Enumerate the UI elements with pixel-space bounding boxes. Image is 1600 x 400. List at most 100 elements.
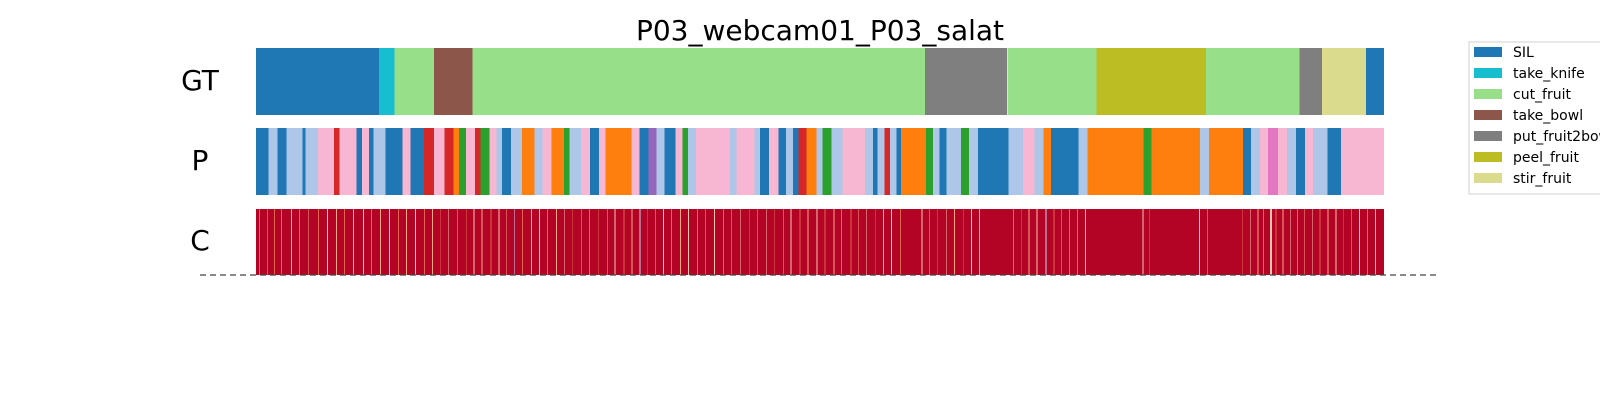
confidence-stripe bbox=[1303, 209, 1305, 275]
confidence-stripe bbox=[1069, 209, 1071, 275]
prediction-segment bbox=[675, 128, 683, 195]
confidence-stripe bbox=[1359, 209, 1360, 275]
confidence-stripe bbox=[490, 209, 492, 275]
prediction-segment bbox=[501, 128, 511, 195]
confidence-stripe bbox=[406, 209, 407, 275]
prediction-segment bbox=[496, 128, 502, 195]
confidence-stripe bbox=[946, 209, 948, 275]
legend: SIL take_knife cut_fruit take_bowl put_fruit… bbox=[1468, 41, 1600, 195]
confidence-stripe bbox=[1275, 209, 1277, 275]
confidence-stripe bbox=[900, 209, 901, 275]
confidence-stripe bbox=[824, 209, 826, 275]
prediction-segment bbox=[786, 128, 793, 195]
gt-segment bbox=[1096, 48, 1206, 115]
confidence-stripe bbox=[1012, 209, 1014, 275]
prediction-segment bbox=[656, 128, 665, 195]
prediction-segment bbox=[551, 128, 564, 195]
prediction-segment bbox=[688, 128, 696, 195]
confidence-stripe bbox=[1149, 209, 1151, 275]
prediction-segment bbox=[580, 128, 590, 195]
confidence-stripe bbox=[1327, 209, 1329, 275]
gt-segment bbox=[1321, 48, 1366, 115]
confidence-stripe bbox=[655, 209, 657, 275]
prediction-segment bbox=[569, 128, 581, 195]
confidence-stripe bbox=[1311, 209, 1313, 275]
confidence-stripe bbox=[858, 209, 860, 275]
confidence-stripe bbox=[1367, 209, 1368, 275]
chart-title: P03_webcam01_P03_salat bbox=[636, 14, 1004, 47]
confidence-stripe bbox=[773, 209, 775, 275]
confidence-base bbox=[256, 209, 1384, 275]
confidence-stripe bbox=[547, 209, 548, 275]
confidence-stripe bbox=[739, 209, 741, 275]
confidence-bar bbox=[256, 209, 1384, 275]
gt-segment bbox=[1205, 48, 1300, 115]
confidence-stripe bbox=[704, 209, 706, 275]
prediction-segment bbox=[410, 128, 425, 195]
confidence-stripe bbox=[1319, 209, 1321, 275]
confidence-stripe bbox=[498, 209, 500, 275]
prediction-segment bbox=[489, 128, 497, 195]
confidence-stripe bbox=[556, 209, 557, 275]
confidence-stripe bbox=[799, 209, 801, 275]
confidence-stripe bbox=[663, 209, 665, 275]
prediction-segment bbox=[901, 128, 927, 195]
gt-segment bbox=[1365, 48, 1384, 115]
prediction-segment bbox=[598, 128, 606, 195]
prediction-segment bbox=[339, 128, 357, 195]
prediction-segment bbox=[1043, 128, 1052, 195]
prediction-segment bbox=[305, 128, 319, 195]
confidence-stripe bbox=[307, 209, 309, 275]
prediction-segment bbox=[760, 128, 770, 195]
prediction-segment bbox=[286, 128, 303, 195]
legend-swatch bbox=[1474, 110, 1502, 120]
prediction-segment bbox=[926, 128, 933, 195]
prediction-segment bbox=[268, 128, 278, 195]
legend-swatch bbox=[1474, 47, 1502, 57]
confidence-stripe bbox=[1036, 209, 1038, 275]
prediction-segment bbox=[373, 128, 386, 195]
confidence-stripe bbox=[765, 209, 767, 275]
confidence-stripe bbox=[274, 209, 275, 275]
prediction-segment bbox=[605, 128, 613, 195]
confidence-stripe bbox=[456, 209, 458, 275]
gt-segment bbox=[1007, 48, 1097, 115]
prediction-segment bbox=[631, 128, 640, 195]
prediction-segment bbox=[402, 128, 411, 195]
legend-label: take_bowl bbox=[1513, 108, 1583, 124]
confidence-stripe bbox=[807, 209, 809, 275]
prediction-segment bbox=[480, 128, 490, 195]
row-label-gt: GT bbox=[181, 64, 220, 97]
confidence-stripe bbox=[1351, 209, 1353, 275]
confidence-stripe bbox=[424, 209, 425, 275]
prediction-segment bbox=[534, 128, 543, 195]
confidence-stripe bbox=[380, 209, 381, 275]
prediction-segment bbox=[884, 128, 890, 195]
confidence-stripe bbox=[588, 209, 590, 275]
confidence-stripe bbox=[439, 209, 441, 275]
confidence-stripe bbox=[1249, 209, 1251, 275]
prediction-segment bbox=[977, 128, 1009, 195]
confidence-stripe bbox=[971, 209, 972, 275]
gt-bar bbox=[256, 48, 1384, 115]
confidence-stripe bbox=[680, 209, 681, 275]
prediction-segment bbox=[1312, 128, 1328, 195]
legend-swatch bbox=[1474, 131, 1502, 141]
confidence-stripe bbox=[1282, 209, 1284, 275]
legend-label: stir_fruit bbox=[1513, 171, 1572, 187]
prediction-segment bbox=[424, 128, 435, 195]
confidence-stripe bbox=[954, 209, 956, 275]
prediction-segment bbox=[1034, 128, 1044, 195]
confidence-stripe bbox=[431, 209, 433, 275]
confidence-stripe bbox=[639, 209, 641, 275]
legend-label: take_knife bbox=[1513, 66, 1585, 82]
confidence-stripe bbox=[816, 209, 818, 275]
prediction-segment bbox=[1059, 128, 1079, 195]
prediction-segment bbox=[1096, 128, 1144, 195]
confidence-stripe bbox=[782, 209, 784, 275]
prediction-segment bbox=[939, 128, 947, 195]
confidence-stripe bbox=[514, 209, 516, 275]
prediction-segment bbox=[822, 128, 832, 195]
prediction-segment bbox=[444, 128, 454, 195]
